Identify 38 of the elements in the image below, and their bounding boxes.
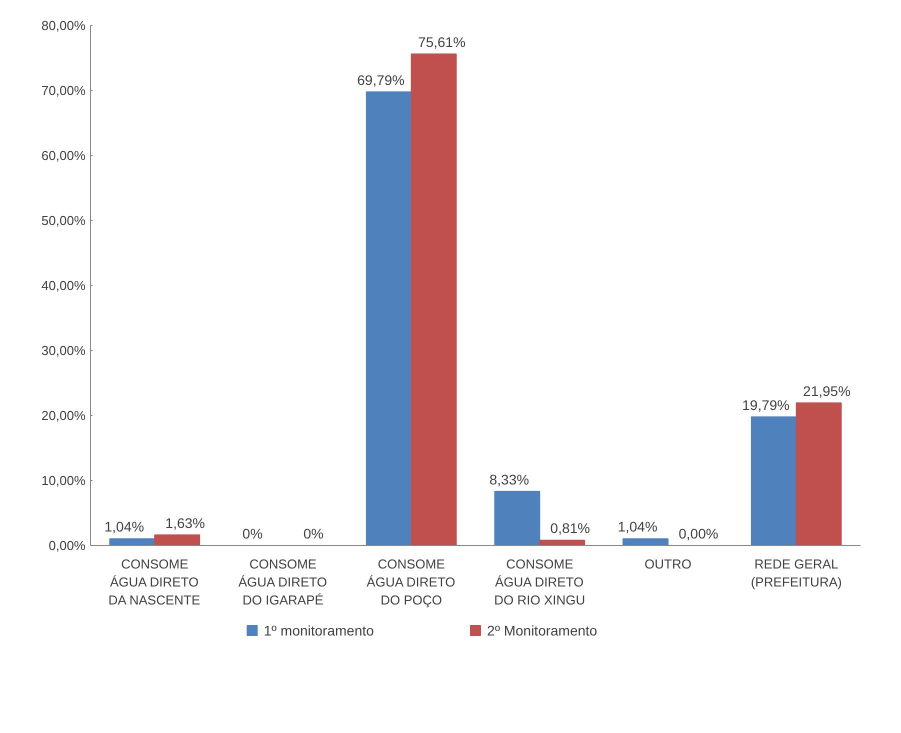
x-tick-label: CONSOME ÁGUA DIRETO DA NASCENTE — [108, 556, 201, 608]
bar — [154, 534, 200, 546]
y-tick-label: 30,00% — [41, 343, 86, 358]
x-tick-label: CONSOME ÁGUA DIRETO DO RIO XINGU — [494, 556, 586, 608]
data-label: 0,00% — [678, 526, 718, 542]
y-tick-label: 50,00% — [41, 213, 86, 228]
legend-label: 1º monitoramento — [264, 622, 374, 638]
data-label: 1,04% — [104, 518, 144, 535]
bar — [539, 540, 586, 546]
y-tick-label: 40,00% — [41, 278, 86, 293]
data-label: 75,61% — [418, 34, 466, 50]
data-label: 8,33% — [489, 471, 530, 488]
x-tick-label: CONSOME ÁGUA DIRETO DO POÇO — [366, 556, 456, 608]
data-label: 1,04% — [618, 518, 658, 535]
data-label: 21,95% — [803, 382, 851, 399]
bar — [366, 91, 412, 546]
data-label: 69,79% — [357, 72, 405, 88]
y-tick-label: 10,00% — [41, 473, 86, 488]
bar — [109, 538, 156, 546]
data-label: 0% — [303, 526, 324, 542]
bar — [622, 538, 668, 546]
y-tick-label: 70,00% — [41, 83, 86, 98]
bar — [750, 416, 797, 546]
x-tick-label: CONSOME ÁGUA DIRETO DO IGARAPÉ — [238, 556, 327, 608]
data-label: 1,63% — [165, 514, 205, 531]
bar — [796, 402, 842, 546]
x-tick-label: OUTRO — [644, 556, 692, 572]
x-tick-label: REDE GERAL (PREFEITURA) — [750, 556, 842, 590]
data-label: 19,79% — [742, 396, 790, 413]
bar — [494, 490, 540, 546]
data-label: 0,81% — [550, 520, 590, 536]
data-label: 0% — [242, 526, 263, 542]
y-tick-label: 80,00% — [41, 18, 86, 33]
bar — [410, 54, 457, 546]
y-tick-label: 0,00% — [48, 538, 86, 553]
legend-label: 2º Monitoramento — [487, 622, 598, 638]
y-tick-label: 60,00% — [41, 148, 86, 163]
y-tick-label: 20,00% — [41, 408, 86, 423]
